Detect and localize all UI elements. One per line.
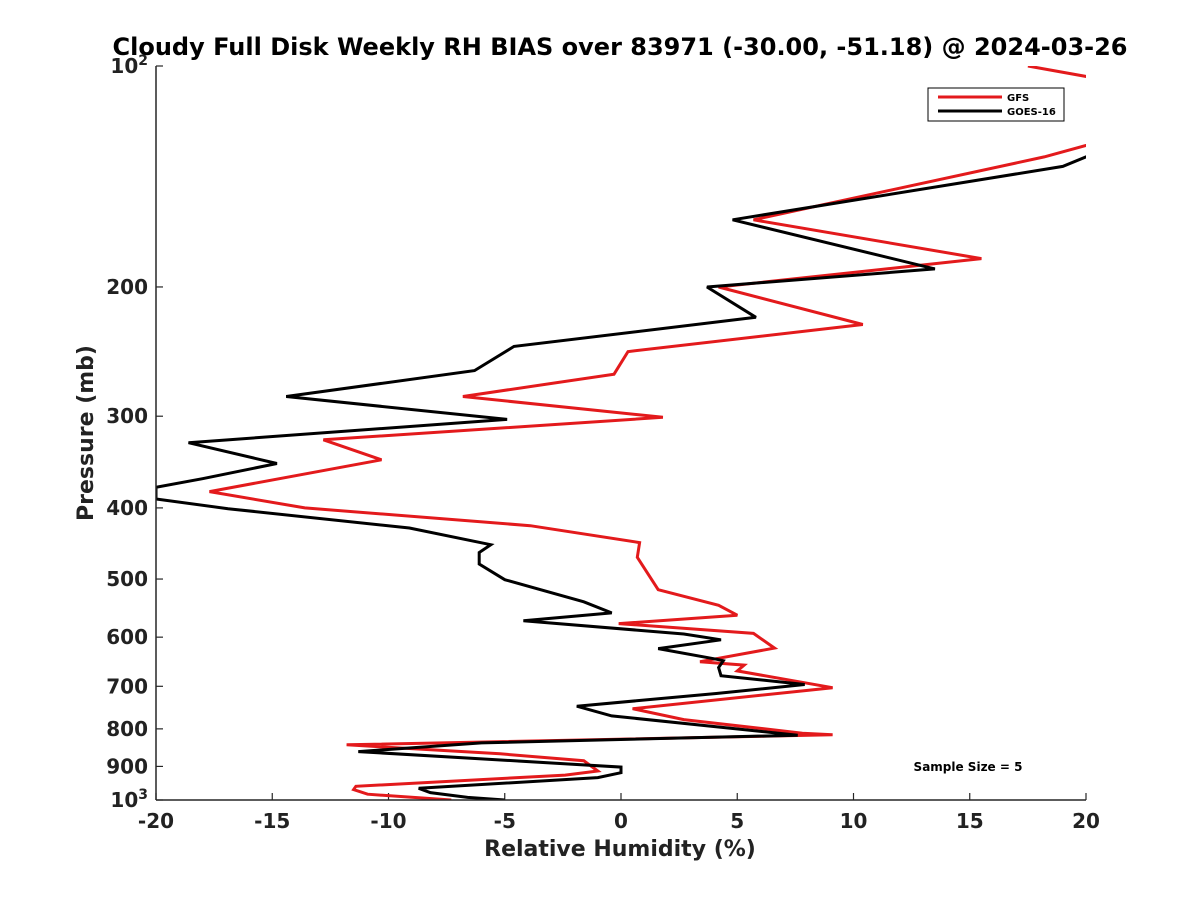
- sample-size-annotation: Sample Size = 5: [914, 760, 1023, 774]
- y-tick-label: 300: [106, 404, 148, 428]
- x-tick-label: 20: [1072, 809, 1100, 833]
- y-tick-label-exponent: 3: [138, 787, 148, 803]
- chart-title: Cloudy Full Disk Weekly RH BIAS over 839…: [113, 33, 1128, 61]
- series-line-goes-16: [156, 155, 1086, 800]
- y-axis-label: Pressure (mb): [74, 345, 99, 521]
- y-tick-label-base: 10: [110, 54, 138, 78]
- legend-box: [927, 87, 1065, 122]
- x-tick-label: -15: [254, 809, 290, 833]
- x-tick-label: 0: [614, 809, 628, 833]
- x-tick-label: 10: [840, 809, 868, 833]
- series-layer: [156, 66, 1086, 800]
- y-tick-label-base: 10: [110, 788, 138, 812]
- x-tick-label: 15: [956, 809, 984, 833]
- y-tick-label: 103: [110, 787, 148, 812]
- x-tick-label: -10: [370, 809, 406, 833]
- y-tick-label: 800: [106, 717, 148, 741]
- series-line-gfs: [209, 66, 1086, 800]
- x-tick-labels: -20 -15 -10 -5 0 5 10 15 20: [138, 809, 1100, 833]
- legend: GFS GOES-16: [927, 87, 1065, 122]
- y-tick-label: 400: [106, 496, 148, 520]
- x-tick-label: -20: [138, 809, 174, 833]
- y-tick-label: 500: [106, 567, 148, 591]
- y-tick-label: 700: [106, 674, 148, 698]
- x-tick-label: -5: [494, 809, 516, 833]
- y-tick-label-exponent: 2: [138, 53, 148, 69]
- legend-label-gfs: GFS: [1007, 93, 1029, 104]
- y-tick-label: 900: [106, 754, 148, 778]
- y-tick-label: 200: [106, 275, 148, 299]
- plot-area: [156, 66, 1086, 800]
- y-tick-label: 102: [110, 53, 148, 78]
- y-tick-label: 600: [106, 625, 148, 649]
- legend-label-goes16: GOES-16: [1007, 107, 1056, 118]
- x-axis-label: Relative Humidity (%): [484, 837, 756, 862]
- x-tick-label: 5: [730, 809, 744, 833]
